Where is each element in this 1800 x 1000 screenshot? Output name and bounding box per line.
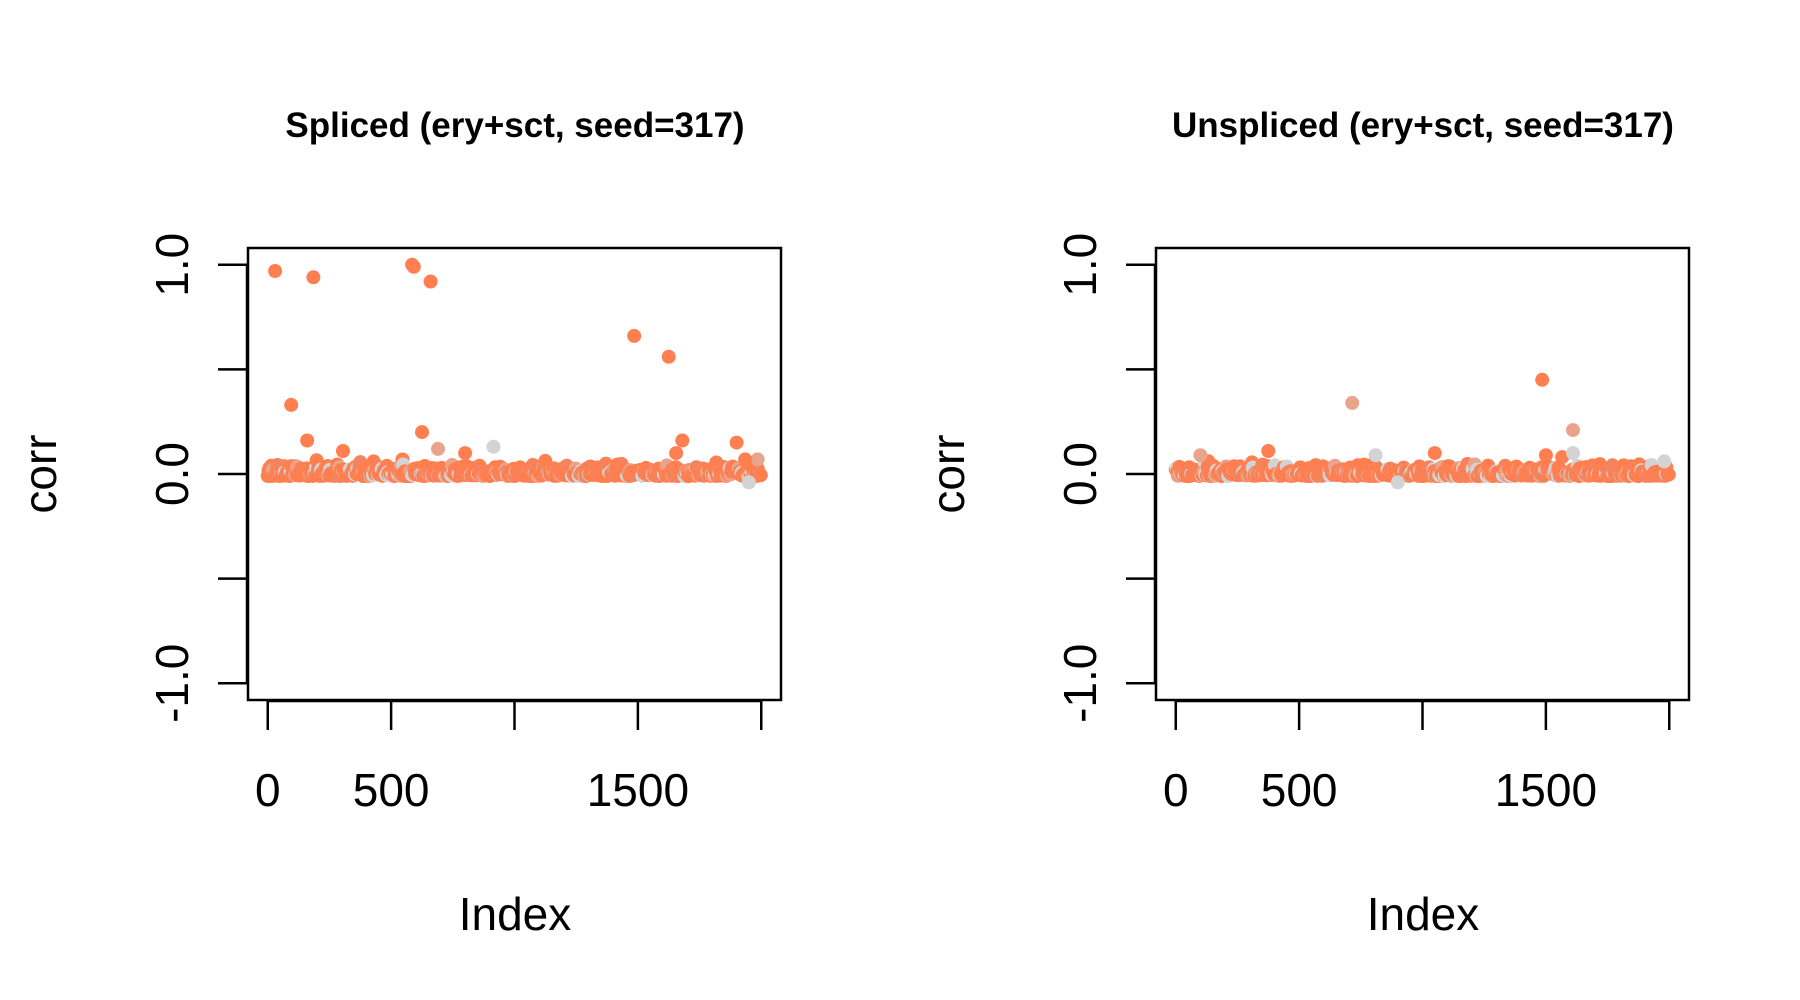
spliced-y-tick-label: -1.0 <box>146 644 198 723</box>
spliced-y-tick-label: 0.0 <box>146 442 198 506</box>
unspliced-x-axis-label: Index <box>1367 888 1480 940</box>
unspliced-baseline-point <box>1555 450 1570 465</box>
spliced-x-axis: 0 500 1500 <box>255 699 763 816</box>
unspliced-data-point <box>1390 475 1405 490</box>
spliced-y-axis: -1.0 0.0 1.0 <box>146 233 249 723</box>
unspliced-y-tick-label: 0.0 <box>1054 442 1106 506</box>
unspliced-x-axis: 0 500 1500 <box>1163 699 1671 816</box>
unspliced-data-point <box>1193 448 1208 463</box>
spliced-data-point <box>431 441 445 456</box>
unspliced-title: Unspliced (ery+sct, seed=317) <box>1172 106 1674 145</box>
spliced-data-point <box>406 259 421 274</box>
spliced-data-point <box>306 270 321 285</box>
unspliced-data-point <box>1566 446 1580 461</box>
spliced-x-tick-label: 1500 <box>587 764 689 816</box>
spliced-data-point <box>458 446 473 461</box>
spliced-y-axis-label: corr <box>14 434 66 513</box>
unspliced-data-point <box>1368 448 1383 463</box>
spliced-data-point <box>669 446 684 461</box>
unspliced-x-tick-label: 1500 <box>1495 764 1597 816</box>
spliced-title: Spliced (ery+sct, seed=317) <box>285 106 744 145</box>
spliced-data-point <box>268 264 283 278</box>
spliced-panel: Spliced (ery+sct, seed=317) 0 500 1500 -1.… <box>14 106 783 940</box>
unspliced-x-tick-label: 0 <box>1163 764 1189 816</box>
unspliced-y-tick-label: 1.0 <box>1054 233 1106 297</box>
spliced-points <box>260 257 768 490</box>
spliced-data-point <box>738 452 753 467</box>
spliced-data-point <box>423 274 438 289</box>
spliced-data-point <box>750 452 765 467</box>
unspliced-data-point <box>1427 446 1442 461</box>
spliced-data-point <box>627 328 642 343</box>
unspliced-y-tick-label: -1.0 <box>1054 644 1106 723</box>
spliced-data-point <box>486 439 501 454</box>
unspliced-data-point <box>1345 395 1360 410</box>
unspliced-x-tick-label: 500 <box>1261 764 1338 816</box>
spliced-data-point <box>675 433 690 448</box>
spliced-y-tick-label: 1.0 <box>146 233 198 297</box>
unspliced-baseline-point <box>1661 467 1676 482</box>
spliced-data-point <box>741 475 756 490</box>
spliced-baseline-point <box>753 468 768 483</box>
spliced-data-point <box>284 397 299 412</box>
spliced-data-point <box>729 435 744 450</box>
unspliced-data-point <box>1535 372 1550 387</box>
spliced-x-tick-label: 0 <box>255 764 281 816</box>
unspliced-y-axis: -1.0 0.0 1.0 <box>1054 233 1157 723</box>
unspliced-data-point <box>1538 448 1553 463</box>
unspliced-data-point <box>1261 444 1276 458</box>
spliced-data-point <box>661 349 676 364</box>
unspliced-panel: Unspliced (ery+sct, seed=317) 0 500 1500 -… <box>922 106 1691 940</box>
spliced-data-point <box>336 444 350 458</box>
unspliced-y-axis-label: corr <box>922 434 974 513</box>
unspliced-data-point <box>1566 423 1580 438</box>
spliced-x-axis-label: Index <box>459 888 572 940</box>
spliced-data-point <box>415 425 429 440</box>
unspliced-points <box>1168 372 1676 490</box>
spliced-x-tick-label: 500 <box>353 764 430 816</box>
unspliced-data-point <box>1657 454 1672 469</box>
spliced-data-point <box>300 433 315 448</box>
